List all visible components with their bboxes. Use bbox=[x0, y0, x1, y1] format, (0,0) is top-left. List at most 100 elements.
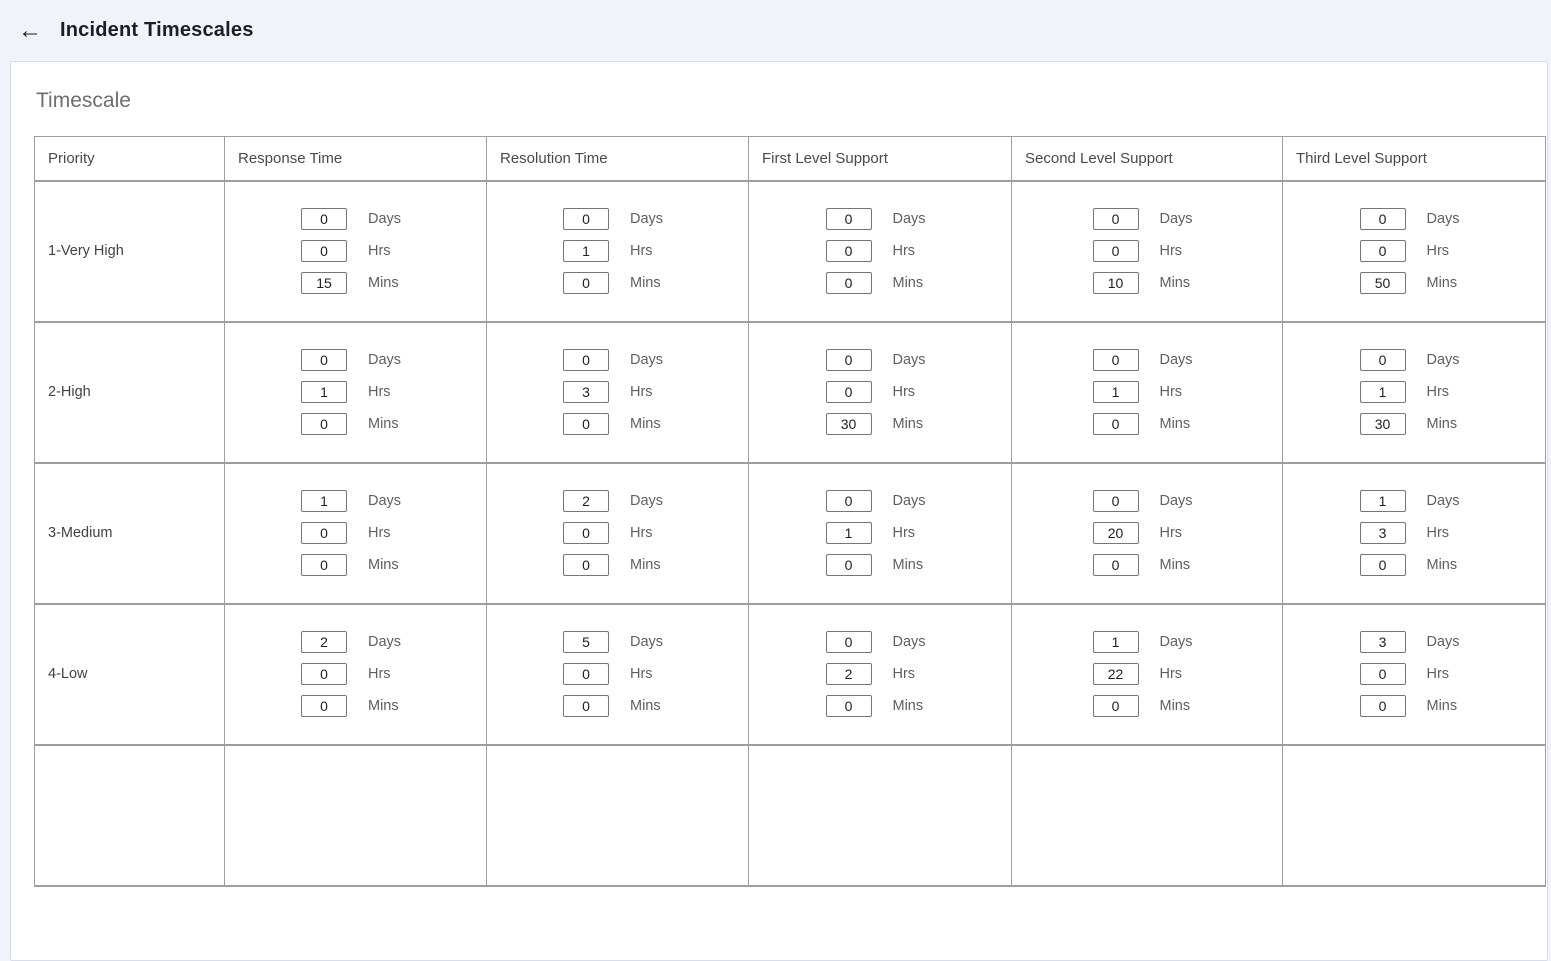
back-arrow-icon[interactable]: ← bbox=[18, 16, 42, 44]
resolution-mins-input[interactable] bbox=[563, 272, 609, 294]
third_level-hrs-input[interactable] bbox=[1359, 663, 1406, 685]
unit-row: Hrs bbox=[1359, 522, 1469, 544]
second_level-mins-input[interactable] bbox=[1092, 554, 1139, 576]
first_level-hrs-input[interactable] bbox=[825, 240, 872, 262]
unit-row: Mins bbox=[563, 554, 672, 576]
response-hrs-input[interactable] bbox=[301, 240, 347, 262]
second_level-days-input[interactable] bbox=[1092, 631, 1139, 653]
resolution-cell: Days Hrs Mins bbox=[486, 603, 749, 746]
response-days-input[interactable] bbox=[301, 631, 347, 653]
time-input-stack: Days Hrs Mins bbox=[563, 631, 672, 717]
resolution-days-input[interactable] bbox=[563, 490, 609, 512]
unit-label: Days bbox=[1159, 352, 1193, 368]
unit-label: Hrs bbox=[368, 243, 391, 259]
third_level-days-input[interactable] bbox=[1359, 490, 1406, 512]
response-mins-input[interactable] bbox=[301, 554, 347, 576]
first_level-hrs-input[interactable] bbox=[825, 381, 872, 403]
first_level-mins-input[interactable] bbox=[825, 413, 872, 435]
second_level-mins-input[interactable] bbox=[1092, 695, 1139, 717]
first_level-mins-input[interactable] bbox=[825, 554, 872, 576]
resolution-hrs-input[interactable] bbox=[563, 240, 609, 262]
resolution-mins-input[interactable] bbox=[563, 554, 609, 576]
time-input-stack: Days Hrs Mins bbox=[301, 490, 410, 576]
resolution-days-input[interactable] bbox=[563, 349, 609, 371]
resolution-mins-input[interactable] bbox=[563, 695, 609, 717]
table-row: 1-Very High Days Hrs Mins Days Hrs Mins Days Hrs… bbox=[34, 180, 1546, 323]
time-input-stack: Days Hrs Mins bbox=[825, 208, 935, 294]
second_level-hrs-input[interactable] bbox=[1092, 240, 1139, 262]
unit-label: Hrs bbox=[892, 384, 916, 400]
unit-row: Mins bbox=[301, 554, 410, 576]
third_level-days-input[interactable] bbox=[1359, 631, 1406, 653]
second_level-hrs-input[interactable] bbox=[1092, 381, 1139, 403]
response-days-input[interactable] bbox=[301, 490, 347, 512]
unit-row: Hrs bbox=[1359, 381, 1469, 403]
response-hrs-input[interactable] bbox=[301, 522, 347, 544]
third_level-hrs-input[interactable] bbox=[1359, 381, 1406, 403]
resolution-hrs-input[interactable] bbox=[563, 381, 609, 403]
resolution-days-input[interactable] bbox=[563, 208, 609, 230]
second_level-days-input[interactable] bbox=[1092, 208, 1139, 230]
unit-label: Mins bbox=[1159, 275, 1191, 291]
first_level-hrs-input[interactable] bbox=[825, 663, 872, 685]
unit-row: Mins bbox=[1092, 272, 1202, 294]
resolution-mins-input[interactable] bbox=[563, 413, 609, 435]
first_level-mins-input[interactable] bbox=[825, 272, 872, 294]
unit-label: Days bbox=[892, 634, 926, 650]
response-hrs-input[interactable] bbox=[301, 663, 347, 685]
third_level-mins-input[interactable] bbox=[1359, 272, 1406, 294]
response-days-input[interactable] bbox=[301, 208, 347, 230]
unit-label: Days bbox=[892, 493, 926, 509]
third_level-days-input[interactable] bbox=[1359, 208, 1406, 230]
time-input-stack: Days Hrs Mins bbox=[301, 208, 410, 294]
column-header-second-level-support: Second Level Support bbox=[1011, 136, 1283, 182]
second_level-mins-input[interactable] bbox=[1092, 413, 1139, 435]
third_level-cell: Days Hrs Mins bbox=[1282, 462, 1546, 605]
response-cell: Days Hrs Mins bbox=[224, 180, 487, 323]
response-mins-input[interactable] bbox=[301, 413, 347, 435]
first_level-hrs-input[interactable] bbox=[825, 522, 872, 544]
unit-label: Mins bbox=[368, 698, 399, 714]
unit-row: Days bbox=[563, 490, 672, 512]
unit-row: Mins bbox=[1092, 695, 1202, 717]
unit-label: Hrs bbox=[1159, 525, 1183, 541]
resolution-days-input[interactable] bbox=[563, 631, 609, 653]
unit-label: Days bbox=[630, 211, 664, 227]
third_level-mins-input[interactable] bbox=[1359, 554, 1406, 576]
second_level-hrs-input[interactable] bbox=[1092, 522, 1139, 544]
first_level-days-input[interactable] bbox=[825, 208, 872, 230]
unit-row: Mins bbox=[301, 272, 410, 294]
time-input-stack: Days Hrs Mins bbox=[825, 349, 935, 435]
third_level-mins-input[interactable] bbox=[1359, 695, 1406, 717]
third_level-mins-input[interactable] bbox=[1359, 413, 1406, 435]
time-input-stack: Days Hrs Mins bbox=[301, 349, 410, 435]
second_level-days-input[interactable] bbox=[1092, 490, 1139, 512]
time-input-stack: Days Hrs Mins bbox=[1092, 208, 1202, 294]
second_level-mins-input[interactable] bbox=[1092, 272, 1139, 294]
resolution-hrs-input[interactable] bbox=[563, 522, 609, 544]
response-hrs-input[interactable] bbox=[301, 381, 347, 403]
unit-label: Hrs bbox=[1159, 666, 1183, 682]
response-mins-input[interactable] bbox=[301, 272, 347, 294]
unit-label: Hrs bbox=[1159, 384, 1183, 400]
page-title: Incident Timescales bbox=[60, 19, 254, 41]
second_level-hrs-input[interactable] bbox=[1092, 663, 1139, 685]
unit-label: Days bbox=[1159, 493, 1193, 509]
unit-row: Hrs bbox=[563, 240, 672, 262]
response-mins-input[interactable] bbox=[301, 695, 347, 717]
third_level-hrs-input[interactable] bbox=[1359, 240, 1406, 262]
unit-row: Days bbox=[301, 349, 410, 371]
unit-label: Mins bbox=[892, 416, 924, 432]
unit-label: Hrs bbox=[892, 666, 916, 682]
first_level-mins-input[interactable] bbox=[825, 695, 872, 717]
second_level-days-input[interactable] bbox=[1092, 349, 1139, 371]
third_level-hrs-input[interactable] bbox=[1359, 522, 1406, 544]
third_level-days-input[interactable] bbox=[1359, 349, 1406, 371]
first_level-days-input[interactable] bbox=[825, 349, 872, 371]
first_level-days-input[interactable] bbox=[825, 631, 872, 653]
priority-label: 1-Very High bbox=[34, 180, 225, 323]
response-days-input[interactable] bbox=[301, 349, 347, 371]
first_level-days-input[interactable] bbox=[825, 490, 872, 512]
unit-label: Days bbox=[630, 352, 664, 368]
resolution-hrs-input[interactable] bbox=[563, 663, 609, 685]
